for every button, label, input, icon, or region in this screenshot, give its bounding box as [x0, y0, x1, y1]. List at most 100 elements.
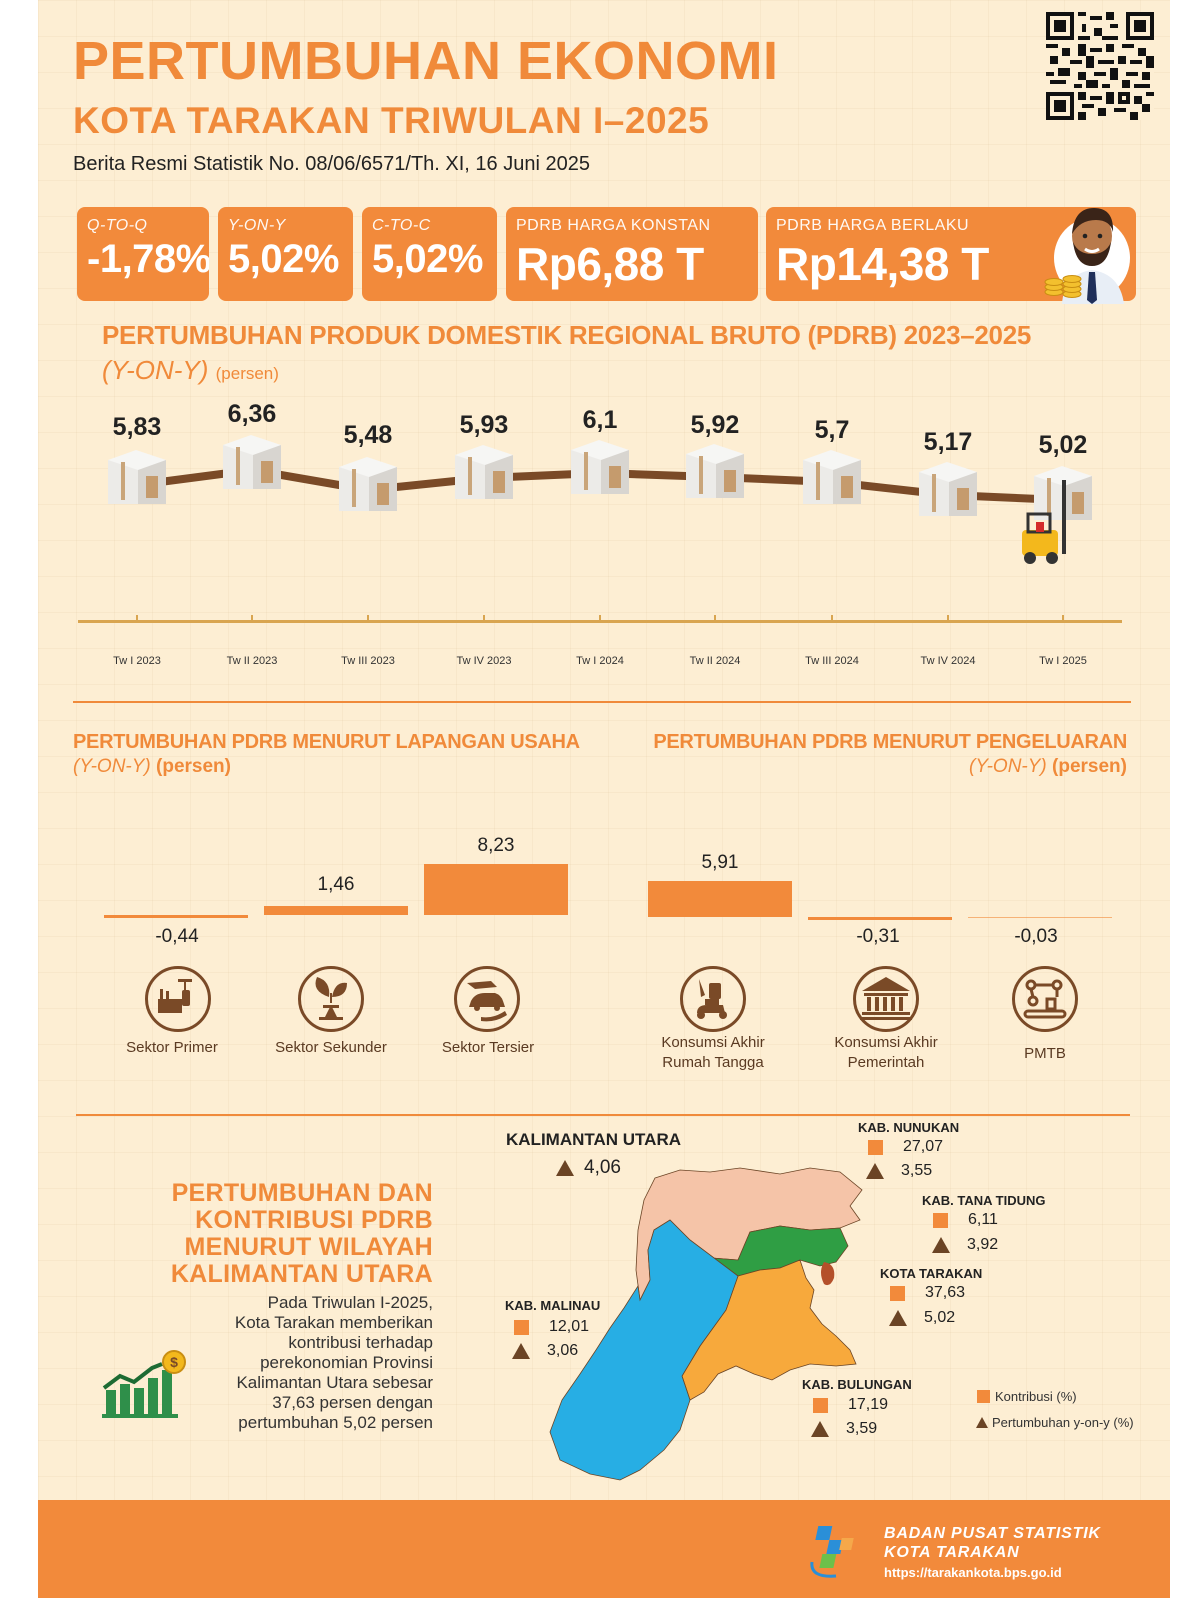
growth-malinau: 3,06 [512, 1342, 578, 1360]
region-malinau [549, 1219, 739, 1481]
bar-value: 1,46 [317, 874, 355, 895]
x-tick-label: Tw IV 2024 [920, 655, 976, 667]
legend-kontribusi: Kontribusi (%) [977, 1389, 1077, 1404]
x-tick-label: Tw IV 2023 [456, 655, 512, 667]
kontribusi-nunukan: 27,07 [868, 1138, 943, 1156]
point-value: 6,1 [582, 406, 618, 434]
region-section-title: PERTUMBUHAN DAN KONTRIBUSI PDRB MENURUT … [170, 1179, 433, 1288]
qr-code-icon[interactable] [1046, 12, 1154, 120]
kpi-label: PDRB HARGA KONSTAN [516, 217, 711, 234]
hand-car-service-icon [454, 966, 520, 1032]
lapangan-title: PERTUMBUHAN PDRB MENURUT LAPANGAN USAHA [73, 731, 580, 753]
kpi-value: Rp6,88 T [516, 238, 704, 290]
growth-section-title: PERTUMBUHAN PRODUK DOMESTIK REGIONAL BRU… [102, 320, 1032, 350]
icon-label: Sektor Tersier [441, 1039, 535, 1056]
growth-line-chart [108, 435, 1092, 564]
x-tick [1062, 615, 1064, 623]
x-tick-label: Tw II 2024 [689, 655, 741, 667]
x-tick-label: Tw I 2025 [1039, 655, 1087, 667]
bar-value: -0,31 [856, 926, 900, 947]
growth-section-subtitle: (Y-ON-Y) (persen) [102, 355, 279, 386]
businessman-illustration-icon [1040, 196, 1134, 304]
main-title: PERTUMBUHAN EKONOMI [73, 31, 779, 91]
triangle-icon [866, 1163, 884, 1179]
icon-label: Sektor Sekunder [275, 1039, 387, 1056]
province-growth: 4,06 [556, 1157, 621, 1179]
point-value: 5,93 [459, 411, 509, 439]
region-tarakan [821, 1262, 835, 1286]
triangle-icon [932, 1237, 950, 1253]
plant-oil-pump-icon [298, 966, 364, 1032]
growth-tarakan: 5,02 [889, 1309, 955, 1327]
lapangan-subtitle: (Y-ON-Y) (persen) [73, 756, 231, 778]
factory-mining-icon [145, 966, 211, 1032]
square-icon [813, 1397, 828, 1413]
triangle-icon [811, 1421, 829, 1437]
kpi-card-pdrb-konstan: PDRB HARGA KONSTAN Rp6,88 T [506, 207, 758, 301]
icon-label: PMTB [1024, 1045, 1066, 1062]
square-icon [868, 1139, 883, 1155]
robot-arm-icon [1012, 966, 1078, 1032]
org-unit: KOTA TARAKAN [884, 1544, 1020, 1561]
point-value: 6,36 [227, 400, 277, 428]
square-icon [890, 1285, 905, 1301]
triangle-icon [976, 1417, 988, 1428]
point-value: 5,02 [1038, 431, 1088, 459]
yony-label: (Y-ON-Y) [102, 355, 209, 385]
kpi-value: -1,78% [87, 237, 209, 281]
x-tick [831, 615, 833, 623]
growth-tana-tidung: 3,92 [932, 1236, 998, 1254]
unit-label: (persen) [156, 756, 231, 777]
bps-logo-icon [806, 1518, 874, 1587]
region-name-tana-tidung: KAB. TANA TIDUNG [922, 1193, 1046, 1208]
svg-text:$: $ [170, 1354, 178, 1370]
x-tick-label: Tw III 2024 [805, 655, 859, 667]
growth-nunukan: 3,55 [866, 1162, 932, 1180]
x-tick-label: Tw III 2023 [341, 655, 395, 667]
kontribusi-malinau: 12,01 [514, 1318, 589, 1336]
x-tick [714, 615, 716, 623]
bar-value: 5,91 [701, 852, 739, 873]
x-tick [483, 615, 485, 623]
province-name: KALIMANTAN UTARA [506, 1130, 682, 1149]
icon-label: Sektor Primer [126, 1039, 218, 1056]
yony-label: (Y-ON-Y) [969, 756, 1047, 777]
footer-bar [38, 1500, 1170, 1598]
kpi-label: Y-ON-Y [228, 217, 286, 234]
x-tick-label: Tw I 2023 [113, 655, 161, 667]
square-icon [933, 1212, 948, 1228]
icon-label: Konsumsi Akhir Pemerintah [834, 1034, 938, 1071]
x-tick [136, 615, 138, 623]
bar-pmtb [968, 917, 1112, 918]
org-name: BADAN PUSAT STATISTIK [884, 1525, 1101, 1542]
triangle-icon [889, 1310, 907, 1326]
government-building-icon [853, 966, 919, 1032]
box-markers [108, 435, 1092, 520]
unit-label: (persen) [215, 364, 279, 383]
forklift-icon [1022, 480, 1066, 564]
kpi-value: 5,02% [228, 237, 339, 281]
legend-growth: Pertumbuhan y-on-y (%) [976, 1415, 1134, 1430]
bar-sektor-sekunder [264, 906, 408, 915]
kontribusi-bulungan: 17,19 [813, 1396, 888, 1414]
pengeluaran-subtitle: (Y-ON-Y) (persen) [969, 756, 1127, 778]
triangle-icon [556, 1160, 574, 1176]
kpi-value: 5,02% [372, 237, 483, 281]
point-value: 5,92 [690, 411, 740, 439]
website-link[interactable]: https://tarakankota.bps.go.id [884, 1565, 1062, 1580]
region-name-tarakan: KOTA TARAKAN [880, 1266, 983, 1281]
x-tick [947, 615, 949, 623]
growth-chart-coin-icon: $ [100, 1350, 190, 1425]
yony-label: (Y-ON-Y) [73, 756, 151, 777]
section-divider [73, 701, 1131, 703]
point-value: 5,83 [112, 413, 162, 441]
kpi-card-yony: Y-ON-Y 5,02% [218, 207, 353, 301]
kpi-label: PDRB HARGA BERLAKU [776, 217, 970, 234]
bar-konsumsi-rumah-tangga [648, 881, 792, 917]
triangle-icon [512, 1343, 530, 1359]
kpi-card-qtoq: Q-TO-Q -1,78% [77, 207, 209, 301]
unit-label: (persen) [1052, 756, 1127, 777]
region-name-malinau: KAB. MALINAU [505, 1298, 601, 1313]
bar-value: -0,44 [155, 926, 199, 947]
kpi-value: Rp14,38 T [776, 238, 989, 290]
